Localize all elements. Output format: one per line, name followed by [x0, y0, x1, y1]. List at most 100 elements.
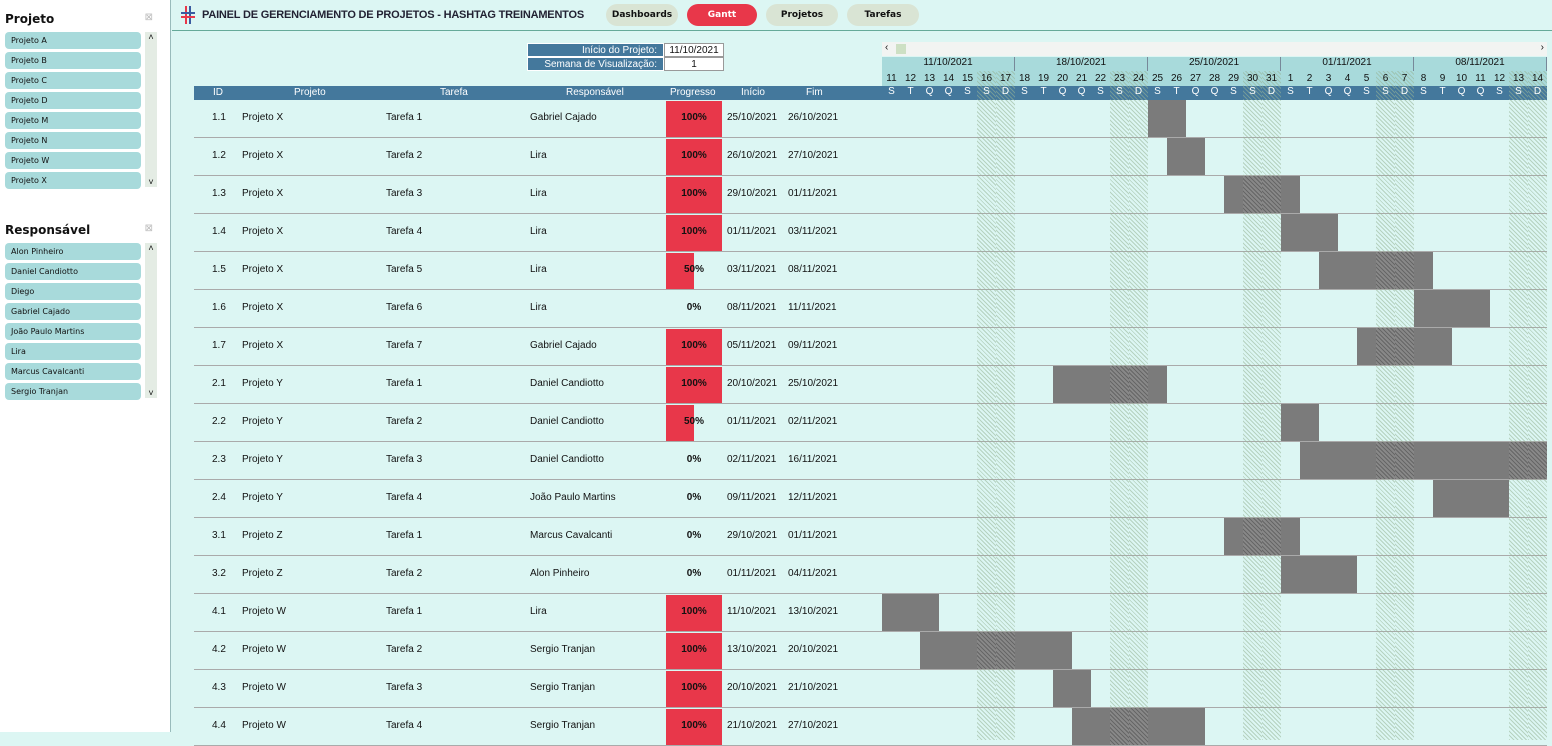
gantt-bar[interactable] [1053, 366, 1072, 403]
gantt-bar[interactable] [1376, 328, 1395, 365]
gantt-bar[interactable] [1186, 138, 1205, 175]
table-row[interactable]: 1.5 Projeto X Tarefa 5 Lira 50% 03/11/2021 08/… [194, 252, 1547, 290]
gantt-bar[interactable] [1395, 252, 1414, 289]
gantt-bar[interactable] [1452, 480, 1471, 517]
table-row[interactable]: 4.1 Projeto W Tarefa 1 Lira 100% 11/10/2021 13… [194, 594, 1547, 632]
table-row[interactable]: 2.1 Projeto Y Tarefa 1 Daniel Candiotto 100%… [194, 366, 1547, 404]
gantt-bar[interactable] [1243, 518, 1262, 555]
slicer-item[interactable]: Alon Pinheiro [5, 243, 141, 260]
gantt-bar[interactable] [1281, 556, 1300, 593]
gantt-bar[interactable] [1300, 442, 1319, 479]
slicer-item[interactable]: Projeto D [5, 92, 141, 109]
gantt-bar[interactable] [1471, 442, 1490, 479]
table-row[interactable]: 1.1 Projeto X Tarefa 1 Gabriel Cajado 100% 25… [194, 100, 1547, 138]
gantt-bar[interactable] [1072, 708, 1091, 745]
slicer-item[interactable]: Projeto N [5, 132, 141, 149]
table-row[interactable]: 2.4 Projeto Y Tarefa 4 João Paulo Martins 0%… [194, 480, 1547, 518]
gantt-bar[interactable] [1034, 632, 1053, 669]
scroll-thumb[interactable] [896, 44, 906, 54]
gantt-bar[interactable] [1414, 328, 1433, 365]
gantt-bar[interactable] [1395, 442, 1414, 479]
slicer-item[interactable]: Projeto W [5, 152, 141, 169]
gantt-bar[interactable] [1433, 480, 1452, 517]
gantt-bar[interactable] [1319, 214, 1338, 251]
gantt-bar[interactable] [1471, 480, 1490, 517]
gantt-bar[interactable] [1091, 366, 1110, 403]
gantt-bar[interactable] [1148, 366, 1167, 403]
gantt-bar[interactable] [1509, 442, 1528, 479]
gantt-bar[interactable] [1167, 138, 1186, 175]
gantt-bar[interactable] [1300, 404, 1319, 441]
gantt-bar[interactable] [1338, 556, 1357, 593]
gantt-bar[interactable] [1167, 708, 1186, 745]
slicer-scrollbar[interactable]: ˄ ˅ [145, 32, 157, 187]
slicer-item[interactable]: Projeto X [5, 172, 141, 189]
gantt-bar[interactable] [1338, 252, 1357, 289]
gantt-bar[interactable] [958, 632, 977, 669]
gantt-bar[interactable] [1471, 290, 1490, 327]
project-start-input[interactable]: 11/10/2021 [664, 43, 724, 57]
gantt-bar[interactable] [920, 594, 939, 631]
clear-filter-icon[interactable]: ⊠ [144, 223, 153, 234]
slicer-item[interactable]: Projeto B [5, 52, 141, 69]
gantt-bar[interactable] [1319, 556, 1338, 593]
gantt-bar[interactable] [1433, 442, 1452, 479]
scroll-up-icon[interactable]: ˄ [148, 32, 154, 42]
gantt-bar[interactable] [939, 632, 958, 669]
gantt-bar[interactable] [1148, 100, 1167, 137]
gantt-bar[interactable] [1414, 252, 1433, 289]
gantt-bar[interactable] [1224, 518, 1243, 555]
gantt-bar[interactable] [1357, 252, 1376, 289]
table-row[interactable]: 3.2 Projeto Z Tarefa 2 Alon Pinheiro 0% 01/11… [194, 556, 1547, 594]
gantt-bar[interactable] [1243, 176, 1262, 213]
slicer-item[interactable]: Marcus Cavalcanti [5, 363, 141, 380]
gantt-bar[interactable] [1110, 708, 1129, 745]
scroll-down-icon[interactable]: ˅ [148, 388, 154, 398]
table-row[interactable]: 1.6 Projeto X Tarefa 6 Lira 0% 08/11/2021 11/1… [194, 290, 1547, 328]
table-row[interactable]: 4.2 Projeto W Tarefa 2 Sergio Tranjan 100% 13… [194, 632, 1547, 670]
slicer-item[interactable]: João Paulo Martins [5, 323, 141, 340]
gantt-bar[interactable] [1433, 290, 1452, 327]
nav-dashboards[interactable]: Dashboards [606, 4, 678, 26]
slicer-item[interactable]: Gabriel Cajado [5, 303, 141, 320]
gantt-bar[interactable] [996, 632, 1015, 669]
view-week-input[interactable]: 1 [664, 57, 724, 71]
scroll-right-icon[interactable]: › [1540, 42, 1544, 53]
scroll-left-icon[interactable]: ‹ [885, 42, 889, 53]
gantt-bar[interactable] [1281, 176, 1300, 213]
nav-gantt[interactable]: Gantt [687, 4, 757, 26]
slicer-item[interactable]: Sergio Tranjan [5, 383, 141, 400]
nav-projetos[interactable]: Projetos [766, 4, 838, 26]
gantt-bar[interactable] [1053, 670, 1072, 707]
gantt-bar[interactable] [977, 632, 996, 669]
gantt-scrollbar[interactable]: ‹ › [882, 42, 1547, 56]
gantt-bar[interactable] [1053, 632, 1072, 669]
slicer-item[interactable]: Projeto C [5, 72, 141, 89]
gantt-bar[interactable] [1490, 442, 1509, 479]
slicer-item[interactable]: Projeto M [5, 112, 141, 129]
gantt-bar[interactable] [1376, 252, 1395, 289]
gantt-bar[interactable] [1072, 366, 1091, 403]
gantt-bar[interactable] [920, 632, 939, 669]
table-row[interactable]: 1.2 Projeto X Tarefa 2 Lira 100% 26/10/2021 27… [194, 138, 1547, 176]
gantt-bar[interactable] [1433, 328, 1452, 365]
table-row[interactable]: 4.3 Projeto W Tarefa 3 Sergio Tranjan 100% 20… [194, 670, 1547, 708]
scroll-up-icon[interactable]: ˄ [148, 243, 154, 253]
gantt-bar[interactable] [1148, 708, 1167, 745]
table-row[interactable]: 2.3 Projeto Y Tarefa 3 Daniel Candiotto 0% 02… [194, 442, 1547, 480]
gantt-bar[interactable] [1452, 290, 1471, 327]
gantt-bar[interactable] [1357, 442, 1376, 479]
slicer-scrollbar[interactable]: ˄ ˅ [145, 243, 157, 398]
gantt-bar[interactable] [1414, 442, 1433, 479]
table-row[interactable]: 1.3 Projeto X Tarefa 3 Lira 100% 29/10/2021 01… [194, 176, 1547, 214]
table-row[interactable]: 1.4 Projeto X Tarefa 4 Lira 100% 01/11/2021 03… [194, 214, 1547, 252]
gantt-bar[interactable] [1167, 100, 1186, 137]
gantt-bar[interactable] [1414, 290, 1433, 327]
gantt-bar[interactable] [901, 594, 920, 631]
gantt-bar[interactable] [1300, 214, 1319, 251]
gantt-bar[interactable] [1300, 556, 1319, 593]
gantt-bar[interactable] [1319, 442, 1338, 479]
gantt-bar[interactable] [1110, 366, 1129, 403]
gantt-bar[interactable] [1338, 442, 1357, 479]
gantt-bar[interactable] [1015, 632, 1034, 669]
